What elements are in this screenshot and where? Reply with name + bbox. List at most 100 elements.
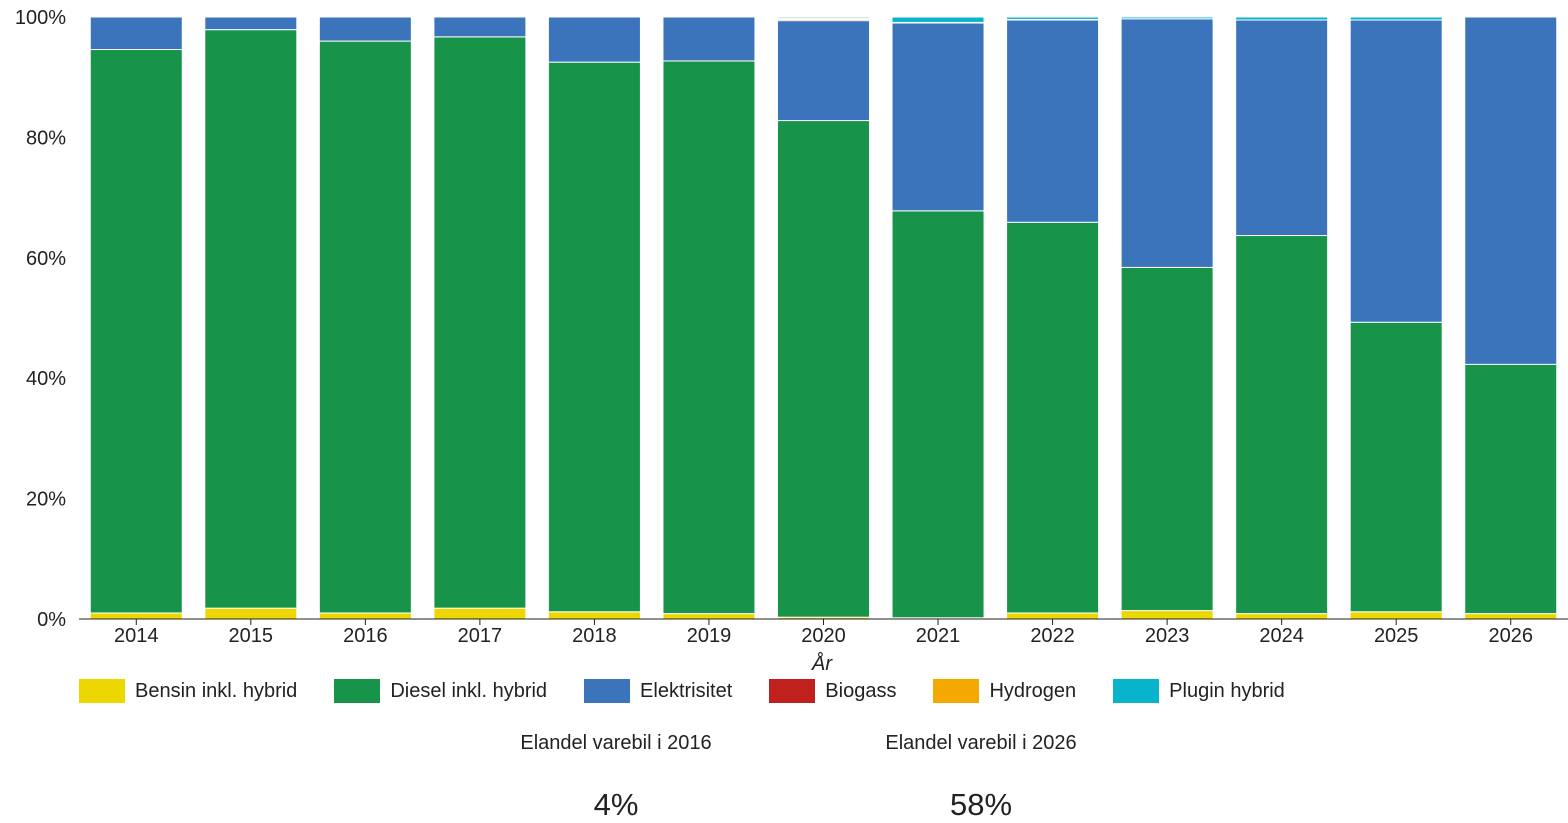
y-tick-label: 0% (37, 609, 66, 631)
x-axis-title: År (811, 652, 833, 675)
bar-segment-elektrisitet-2017 (433, 16, 527, 38)
bar-segment-diesel-inkl-hybrid-2019 (662, 60, 756, 615)
legend-item-bensin: Bensin inkl. hybrid (79, 679, 297, 703)
legend-swatch-plugin-hybrid (1113, 679, 1160, 703)
bar-segment-plugin-hybrid-2022 (1006, 16, 1100, 20)
x-tick-label: 2020 (801, 625, 846, 647)
bar-segment-elektrisitet-2024 (1235, 19, 1329, 237)
bar-segment-bensin-inkl-hybrid-2025 (1349, 611, 1443, 620)
legend-label-plugin-hybrid: Plugin hybrid (1169, 679, 1285, 702)
kpi-ev-share-2026: Elandel varebil i 2026 58% (851, 732, 1111, 823)
legend-item-elektrisitet: Elektrisitet (584, 679, 732, 703)
legend-label-bensin: Bensin inkl. hybrid (135, 679, 298, 702)
legend-swatch-biogass (769, 679, 816, 703)
legend-swatch-hydrogen (933, 679, 980, 703)
bar-segment-plugin-hybrid-2025 (1349, 16, 1443, 21)
bar-segment-diesel-inkl-hybrid-2026 (1464, 363, 1558, 615)
bar-segment-diesel-inkl-hybrid-2022 (1006, 221, 1100, 614)
bar-segment-elektrisitet-2019 (662, 16, 756, 62)
bar-segment-bensin-inkl-hybrid-2015 (204, 607, 298, 620)
x-tick-label: 2024 (1259, 625, 1304, 647)
bar-segment-diesel-inkl-hybrid-2024 (1235, 235, 1329, 615)
bar-segment-diesel-inkl-hybrid-2015 (204, 29, 298, 609)
bar-stack-2014 (89, 16, 183, 620)
bar-segment-diesel-inkl-hybrid-2025 (1349, 321, 1443, 613)
y-tick-label: 40% (26, 368, 66, 390)
x-tick-label: 2014 (114, 625, 159, 647)
x-tick-label: 2021 (916, 625, 961, 647)
bar-segment-diesel-inkl-hybrid-2021 (891, 210, 985, 619)
bar-stack-2024 (1235, 16, 1329, 620)
bar-segment-elektrisitet-2026 (1464, 16, 1558, 365)
kpi-label: Elandel varebil i 2016 (520, 732, 712, 754)
x-tick-label: 2018 (572, 625, 617, 647)
bar-segment-diesel-inkl-hybrid-2016 (318, 40, 412, 614)
bar-segment-plugin-hybrid-2023 (1120, 16, 1214, 20)
legend: Bensin inkl. hybrid Diesel inkl. hybrid … (79, 678, 1322, 704)
bar-stack-2026 (1464, 16, 1558, 620)
stacked-bar-chart: 0%20%40%60%80%100% 2014 2015 2016 2017 2018 2… (15, 7, 1568, 675)
x-tick-label: 2015 (229, 625, 274, 647)
bar-segment-elektrisitet-2025 (1349, 19, 1443, 323)
bar-stack-2021 (891, 16, 985, 620)
y-tick-label: 20% (26, 489, 66, 511)
bar-segment-elektrisitet-2021 (891, 22, 985, 212)
legend-item-biogass: Biogass (769, 679, 896, 703)
bar-segment-bensin-inkl-hybrid-2017 (433, 607, 527, 620)
bar-segment-elektrisitet-2015 (204, 16, 298, 31)
bar-segment-bensin-inkl-hybrid-2026 (1464, 613, 1558, 620)
bar-stack-2022 (1006, 16, 1100, 620)
x-axis: 2014 2015 2016 2017 2018 2019 2020 2021 2022 2023… (114, 619, 1533, 647)
bar-segment-elektrisitet-2020 (777, 20, 870, 122)
bar-stack-2019 (662, 16, 756, 620)
x-tick-label: 2026 (1488, 625, 1533, 647)
legend-label-hydrogen: Hydrogen (989, 679, 1077, 702)
bar-segment-elektrisitet-2023 (1120, 18, 1214, 268)
bar-stack-2018 (547, 16, 641, 620)
bar-stack-2017 (433, 16, 527, 620)
bar-segment-diesel-inkl-hybrid-2018 (547, 61, 641, 613)
bar-stack-2020 (777, 16, 870, 620)
x-tick-label: 2022 (1030, 625, 1075, 647)
bar-segment-plugin-hybrid-2020 (777, 16, 870, 19)
kpi-label: Elandel varebil i 2026 (885, 732, 1077, 754)
legend-swatch-diesel (334, 679, 381, 703)
y-tick-label: 80% (26, 127, 66, 149)
x-tick-label: 2023 (1145, 625, 1190, 647)
legend-swatch-elektrisitet (584, 679, 631, 703)
legend-label-diesel: Diesel inkl. hybrid (390, 679, 548, 702)
x-tick-label: 2016 (343, 625, 388, 647)
bar-segment-diesel-inkl-hybrid-2017 (433, 36, 527, 609)
bar-segment-bensin-inkl-hybrid-2024 (1235, 613, 1329, 620)
bar-segment-bensin-inkl-hybrid-2014 (89, 612, 183, 620)
bar-segment-bensin-inkl-hybrid-2023 (1120, 610, 1214, 620)
bar-segment-elektrisitet-2014 (89, 16, 183, 51)
bar-segment-bensin-inkl-hybrid-2019 (662, 613, 756, 620)
legend-item-plugin-hybrid: Plugin hybrid (1113, 679, 1285, 703)
bar-segment-diesel-inkl-hybrid-2020 (777, 120, 870, 618)
legend-label-biogass: Biogass (825, 679, 897, 702)
kpi-ev-share-2016: Elandel varebil i 2016 4% (486, 732, 746, 823)
bar-segment-elektrisitet-2016 (318, 16, 412, 42)
x-tick-label: 2025 (1374, 625, 1419, 647)
bars-area (89, 16, 1558, 620)
kpi-value: 58% (949, 787, 1013, 822)
x-tick-label: 2017 (458, 625, 503, 647)
bar-stack-2016 (318, 16, 412, 620)
bar-segment-elektrisitet-2022 (1006, 19, 1100, 223)
bar-segment-elektrisitet-2018 (547, 16, 641, 63)
bar-segment-bensin-inkl-hybrid-2018 (547, 611, 641, 620)
bar-segment-bensin-inkl-hybrid-2016 (318, 612, 412, 620)
y-tick-label: 100% (15, 7, 66, 29)
bar-segment-bensin-inkl-hybrid-2022 (1006, 612, 1100, 620)
bar-stack-2015 (204, 16, 298, 620)
legend-swatch-bensin (79, 679, 125, 703)
legend-label-elektrisitet: Elektrisitet (640, 679, 733, 702)
bar-segment-diesel-inkl-hybrid-2023 (1120, 266, 1214, 612)
kpi-value: 4% (593, 787, 639, 822)
bar-stack-2025 (1349, 16, 1443, 620)
bar-segment-diesel-inkl-hybrid-2014 (89, 49, 183, 614)
bar-segment-plugin-hybrid-2024 (1235, 16, 1329, 21)
x-tick-label: 2019 (687, 625, 732, 647)
bar-segment-plugin-hybrid-2021 (891, 16, 985, 23)
